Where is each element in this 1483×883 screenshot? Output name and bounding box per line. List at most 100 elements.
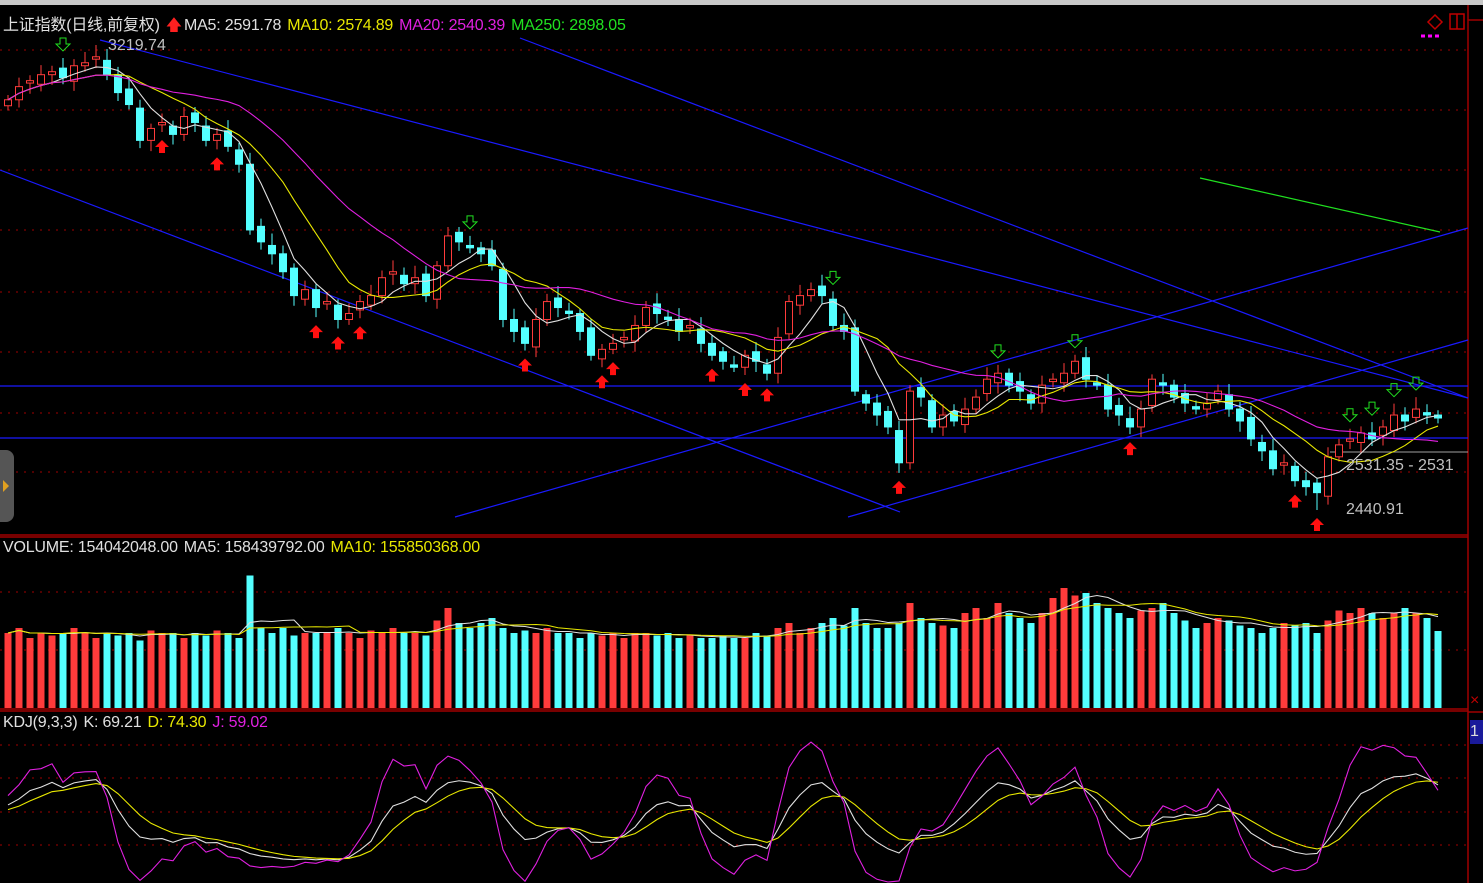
volume-bar xyxy=(213,630,221,708)
candle-body xyxy=(246,163,254,231)
volume-bar xyxy=(796,633,804,708)
buy-arrow-icon xyxy=(892,480,906,494)
candle-body xyxy=(730,364,738,368)
volume-bar xyxy=(279,628,287,708)
volume-bar xyxy=(917,618,925,708)
volume-bar xyxy=(1170,613,1178,708)
ma5-line xyxy=(7,66,1439,479)
volume-bar xyxy=(906,603,914,708)
candle-body xyxy=(356,301,364,311)
low-price-label: 2440.91 xyxy=(1346,501,1404,518)
buy-arrow-icon xyxy=(331,336,345,350)
sidebar-toggle-handle[interactable] xyxy=(0,450,14,522)
candle-body xyxy=(1126,418,1134,428)
volume-bar xyxy=(103,633,111,708)
candle-body xyxy=(4,99,12,107)
candle-body xyxy=(1115,404,1123,416)
candle-body xyxy=(598,348,606,360)
candle-body xyxy=(928,400,936,428)
volume-bar xyxy=(708,638,716,708)
volume-bar xyxy=(774,628,782,708)
volume-bar xyxy=(323,633,331,708)
volume-bar xyxy=(81,633,89,708)
candle-body xyxy=(609,342,617,350)
candle-body xyxy=(367,295,375,306)
candle-body xyxy=(224,130,232,147)
volume-bar xyxy=(444,608,452,708)
candle-body xyxy=(257,225,265,243)
volume-bar xyxy=(1071,595,1079,708)
volume-bar xyxy=(1291,625,1299,708)
volume-bar xyxy=(653,635,661,708)
up-arrow-icon: 🡅 xyxy=(165,17,182,34)
candle-body xyxy=(785,301,793,335)
candle-body xyxy=(202,125,210,141)
volume-bar xyxy=(1016,618,1024,708)
volume-bar xyxy=(499,628,507,708)
volume-bar xyxy=(1214,618,1222,708)
volume-bar xyxy=(70,628,78,708)
candle-body xyxy=(576,313,584,332)
candle-body xyxy=(686,324,694,329)
volume-bar xyxy=(818,623,826,708)
trend-line xyxy=(519,37,1469,399)
buy-arrow-icon xyxy=(606,362,620,376)
volume-bar xyxy=(1148,608,1156,708)
candle-body xyxy=(1005,372,1013,386)
candle-body xyxy=(48,71,56,76)
volume-bar xyxy=(1027,623,1035,708)
sell-arrow-icon xyxy=(1066,334,1084,349)
candle-body xyxy=(169,125,177,135)
candle-body xyxy=(1071,360,1079,374)
volume-bar xyxy=(312,633,320,708)
candle-body xyxy=(125,88,133,106)
ma10-value: MA10: 2574.89 xyxy=(287,17,394,34)
candle-body xyxy=(884,410,892,428)
volume-bar xyxy=(301,633,309,708)
volume-bar xyxy=(26,638,34,708)
volume-bar xyxy=(939,625,947,708)
volume-header: VOLUME: 154042048.00 MA5: 158439792.00 MA1… xyxy=(3,539,486,557)
candle-body xyxy=(1302,480,1310,488)
volume-bar xyxy=(37,633,45,708)
candle-body xyxy=(741,354,749,368)
volume-bar xyxy=(1269,628,1277,708)
kdj-header: KDJ(9,3,3) K: 69.21 D: 74.30 J: 59.02 xyxy=(3,714,274,732)
candle-body xyxy=(950,410,958,422)
volume-bar xyxy=(664,633,672,708)
kdj-d-line xyxy=(7,780,1439,860)
volume-bar xyxy=(587,633,595,708)
volume-bar xyxy=(741,638,749,708)
candle-body xyxy=(697,328,705,344)
volume-bar xyxy=(598,635,606,708)
candle-body xyxy=(422,273,430,297)
sell-arrow-icon xyxy=(1385,383,1403,398)
candle-body xyxy=(1291,465,1299,482)
volume-bar xyxy=(609,633,617,708)
volume-bar xyxy=(257,628,265,708)
candle-body xyxy=(488,249,496,267)
volume-bar xyxy=(1225,620,1233,708)
trend-line xyxy=(0,169,901,513)
volume-bar xyxy=(961,613,969,708)
candle-body xyxy=(807,289,815,297)
sell-arrow-icon xyxy=(54,37,72,52)
candle-body xyxy=(1357,432,1365,443)
volume-bar xyxy=(1390,613,1398,708)
candle-body xyxy=(59,67,67,79)
indicator-tab[interactable]: 1 xyxy=(1470,720,1483,744)
candle-body xyxy=(873,402,881,416)
buy-arrow-icon xyxy=(595,375,609,389)
volume-bar xyxy=(378,633,386,708)
buy-arrow-icon xyxy=(518,358,532,372)
buy-arrow-icon xyxy=(738,383,752,397)
candle-body xyxy=(510,318,518,332)
candle-body xyxy=(1137,408,1145,428)
candle-body xyxy=(565,310,573,315)
candle-body xyxy=(1423,412,1431,416)
volume-bar xyxy=(840,625,848,708)
ma20-value: MA20: 2540.39 xyxy=(399,17,506,34)
volume-bar xyxy=(763,635,771,708)
volume-bar xyxy=(1258,633,1266,708)
